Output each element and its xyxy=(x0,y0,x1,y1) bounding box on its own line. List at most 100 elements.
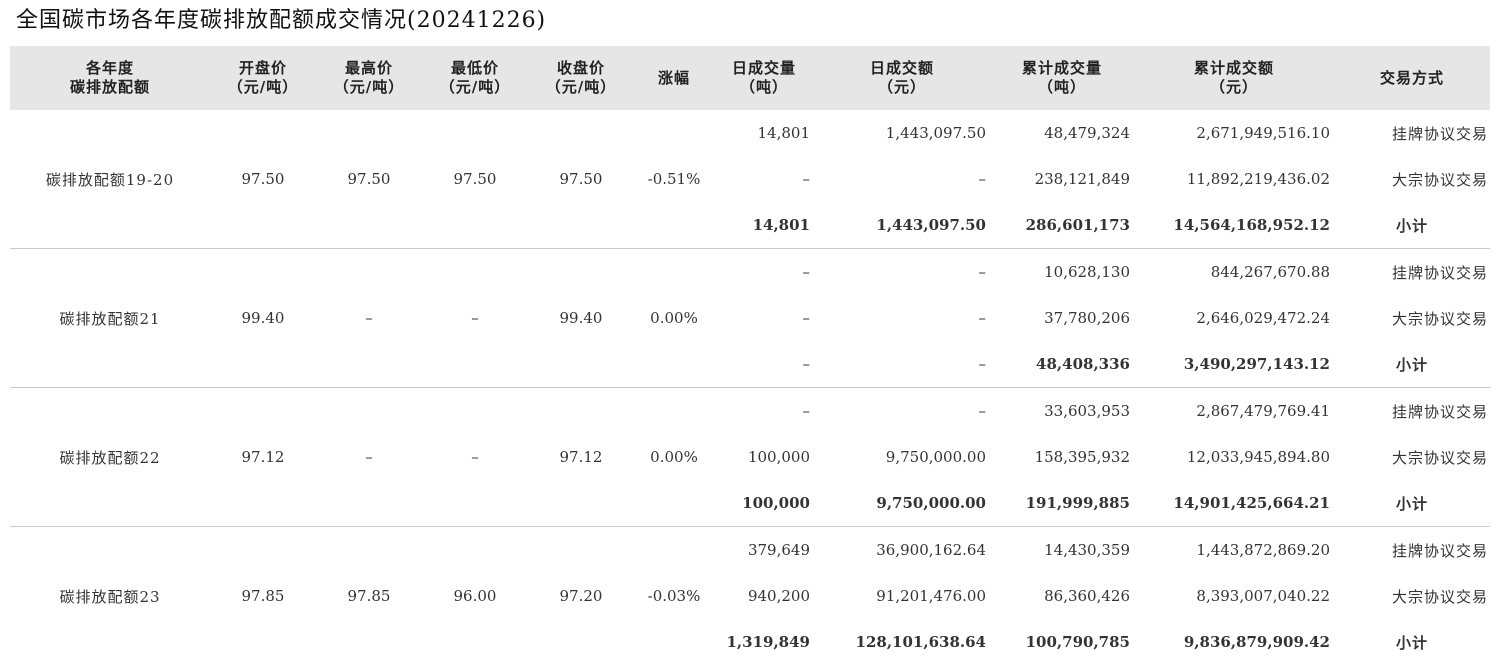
daily-amount-cell: – xyxy=(814,295,990,341)
daily-volume-cell: – xyxy=(714,388,814,435)
change-cell: 0.00% xyxy=(634,388,714,527)
close-price-cell: 97.20 xyxy=(528,527,634,665)
header-open-price: 开盘价 （元/吨） xyxy=(210,46,316,110)
high-price-cell: – xyxy=(316,388,422,527)
low-price-cell: – xyxy=(422,388,528,527)
daily-amount-cell: 128,101,638.64 xyxy=(814,619,990,665)
cumulative-amount-cell: 2,867,479,769.41 xyxy=(1134,388,1334,435)
daily-amount-cell: 91,201,476.00 xyxy=(814,573,990,619)
low-price-cell: – xyxy=(422,249,528,388)
header-daily-volume: 日成交量 （吨） xyxy=(714,46,814,110)
cumulative-volume-cell: 37,780,206 xyxy=(990,295,1134,341)
daily-amount-cell: – xyxy=(814,341,990,388)
daily-volume-cell: – xyxy=(714,156,814,202)
cumulative-volume-cell: 33,603,953 xyxy=(990,388,1134,435)
cumulative-volume-cell: 48,479,324 xyxy=(990,110,1134,156)
cumulative-amount-cell: 12,033,945,894.80 xyxy=(1134,434,1334,480)
quota-name-cell: 碳排放配额21 xyxy=(10,249,210,388)
daily-volume-cell: 379,649 xyxy=(714,527,814,574)
daily-amount-cell: – xyxy=(814,156,990,202)
change-cell: -0.03% xyxy=(634,527,714,665)
cumulative-amount-cell: 14,901,425,664.21 xyxy=(1134,480,1334,527)
header-low-price: 最低价 （元/吨） xyxy=(422,46,528,110)
cumulative-volume-cell: 191,999,885 xyxy=(990,480,1134,527)
trade-method-cell: 大宗协议交易 xyxy=(1334,156,1490,202)
change-cell: 0.00% xyxy=(634,249,714,388)
change-cell: -0.51% xyxy=(634,110,714,249)
open-price-cell: 99.40 xyxy=(210,249,316,388)
header-cumulative-amount: 累计成交额 （元） xyxy=(1134,46,1334,110)
close-price-cell: 99.40 xyxy=(528,249,634,388)
daily-amount-cell: 9,750,000.00 xyxy=(814,434,990,480)
header-high-price: 最高价 （元/吨） xyxy=(316,46,422,110)
cumulative-volume-cell: 100,790,785 xyxy=(990,619,1134,665)
cumulative-amount-cell: 2,671,949,516.10 xyxy=(1134,110,1334,156)
cumulative-volume-cell: 10,628,130 xyxy=(990,249,1134,296)
daily-amount-cell: 9,750,000.00 xyxy=(814,480,990,527)
daily-volume-cell: – xyxy=(714,341,814,388)
daily-volume-cell: 14,801 xyxy=(714,110,814,156)
trade-method-cell: 挂牌协议交易 xyxy=(1334,110,1490,156)
cumulative-volume-cell: 238,121,849 xyxy=(990,156,1134,202)
trade-method-cell: 挂牌协议交易 xyxy=(1334,527,1490,574)
open-price-cell: 97.85 xyxy=(210,527,316,665)
cumulative-amount-cell: 1,443,872,869.20 xyxy=(1134,527,1334,574)
cumulative-amount-cell: 3,490,297,143.12 xyxy=(1134,341,1334,388)
table-row: 碳排放配额19-20 97.50 97.50 97.50 97.50 -0.51… xyxy=(10,110,1490,156)
carbon-quota-table: 各年度 碳排放配额 开盘价 （元/吨） 最高价 （元/吨） 最低价 （元/吨） … xyxy=(10,46,1490,665)
header-quota-year: 各年度 碳排放配额 xyxy=(10,46,210,110)
trade-method-cell: 小计 xyxy=(1334,480,1490,527)
cumulative-amount-cell: 844,267,670.88 xyxy=(1134,249,1334,296)
daily-volume-cell: – xyxy=(714,295,814,341)
daily-amount-cell: 1,443,097.50 xyxy=(814,110,990,156)
close-price-cell: 97.50 xyxy=(528,110,634,249)
trade-method-cell: 挂牌协议交易 xyxy=(1334,249,1490,296)
trade-method-cell: 挂牌协议交易 xyxy=(1334,388,1490,435)
header-trade-method: 交易方式 xyxy=(1334,46,1490,110)
cumulative-amount-cell: 14,564,168,952.12 xyxy=(1134,202,1334,249)
cumulative-amount-cell: 9,836,879,909.42 xyxy=(1134,619,1334,665)
low-price-cell: 96.00 xyxy=(422,527,528,665)
cumulative-amount-cell: 2,646,029,472.24 xyxy=(1134,295,1334,341)
daily-amount-cell: – xyxy=(814,388,990,435)
trade-method-cell: 小计 xyxy=(1334,202,1490,249)
open-price-cell: 97.50 xyxy=(210,110,316,249)
high-price-cell: – xyxy=(316,249,422,388)
header-daily-amount: 日成交额 （元） xyxy=(814,46,990,110)
table-row: 碳排放配额22 97.12 – – 97.12 0.00% – – 33,603… xyxy=(10,388,1490,435)
cumulative-amount-cell: 11,892,219,436.02 xyxy=(1134,156,1334,202)
cumulative-volume-cell: 14,430,359 xyxy=(990,527,1134,574)
daily-volume-cell: 100,000 xyxy=(714,434,814,480)
trade-method-cell: 小计 xyxy=(1334,341,1490,388)
quota-name-cell: 碳排放配额19-20 xyxy=(10,110,210,249)
quota-name-cell: 碳排放配额23 xyxy=(10,527,210,665)
low-price-cell: 97.50 xyxy=(422,110,528,249)
daily-volume-cell: 14,801 xyxy=(714,202,814,249)
high-price-cell: 97.50 xyxy=(316,110,422,249)
cumulative-volume-cell: 48,408,336 xyxy=(990,341,1134,388)
daily-volume-cell: – xyxy=(714,249,814,296)
trade-method-cell: 大宗协议交易 xyxy=(1334,573,1490,619)
cumulative-volume-cell: 86,360,426 xyxy=(990,573,1134,619)
header-cumulative-volume: 累计成交量 （吨） xyxy=(990,46,1134,110)
high-price-cell: 97.85 xyxy=(316,527,422,665)
daily-volume-cell: 100,000 xyxy=(714,480,814,527)
header-change: 涨幅 xyxy=(634,46,714,110)
daily-volume-cell: 940,200 xyxy=(714,573,814,619)
cumulative-volume-cell: 286,601,173 xyxy=(990,202,1134,249)
daily-amount-cell: 1,443,097.50 xyxy=(814,202,990,249)
table-row: 碳排放配额23 97.85 97.85 96.00 97.20 -0.03% 3… xyxy=(10,527,1490,574)
daily-amount-cell: 36,900,162.64 xyxy=(814,527,990,574)
open-price-cell: 97.12 xyxy=(210,388,316,527)
page-title: 全国碳市场各年度碳排放配额成交情况(20241226) xyxy=(16,6,546,36)
trade-method-cell: 大宗协议交易 xyxy=(1334,295,1490,341)
table-row: 碳排放配额21 99.40 – – 99.40 0.00% – – 10,628… xyxy=(10,249,1490,296)
trade-method-cell: 大宗协议交易 xyxy=(1334,434,1490,480)
cumulative-amount-cell: 8,393,007,040.22 xyxy=(1134,573,1334,619)
quota-name-cell: 碳排放配额22 xyxy=(10,388,210,527)
header-close-price: 收盘价 （元/吨） xyxy=(528,46,634,110)
trade-method-cell: 小计 xyxy=(1334,619,1490,665)
close-price-cell: 97.12 xyxy=(528,388,634,527)
cumulative-volume-cell: 158,395,932 xyxy=(990,434,1134,480)
daily-volume-cell: 1,319,849 xyxy=(714,619,814,665)
